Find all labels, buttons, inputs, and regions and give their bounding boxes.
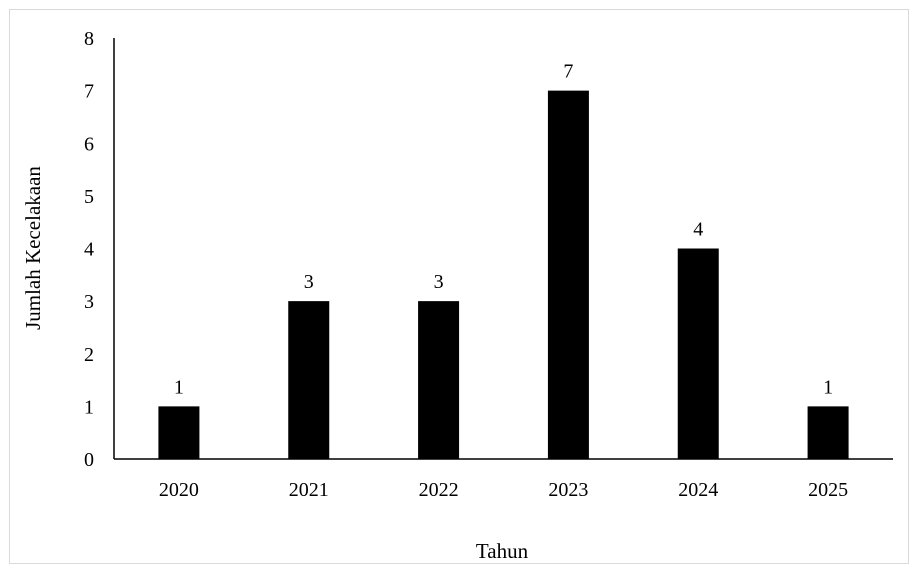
bar-value-label: 1 bbox=[174, 376, 184, 398]
x-tick-label: 2024 bbox=[678, 479, 718, 501]
bar bbox=[677, 248, 719, 459]
data-labels: 1 3 3 7 4 1 bbox=[174, 61, 833, 399]
x-tick-label: 2025 bbox=[808, 479, 848, 501]
x-axis-title: Tahun bbox=[476, 539, 529, 563]
bars bbox=[158, 90, 849, 459]
y-tick-label: 7 bbox=[84, 81, 94, 103]
bar-value-label: 3 bbox=[304, 271, 314, 293]
bar bbox=[158, 406, 200, 459]
y-tick-label: 8 bbox=[84, 28, 94, 50]
chart-area bbox=[9, 9, 909, 564]
x-tick-label: 2021 bbox=[289, 479, 329, 501]
y-tick-label: 0 bbox=[84, 449, 94, 471]
y-tick-label: 1 bbox=[84, 396, 94, 418]
bar-value-label: 1 bbox=[823, 376, 833, 398]
bar-value-label: 7 bbox=[563, 61, 573, 83]
x-axis-ticks: 2020 2021 2022 2023 2024 2025 bbox=[159, 479, 848, 501]
bar bbox=[547, 90, 589, 459]
bar bbox=[807, 406, 849, 459]
y-tick-label: 4 bbox=[84, 239, 94, 261]
bar bbox=[288, 301, 330, 459]
bar-value-label: 3 bbox=[434, 271, 444, 293]
y-axis-title: Jumlah Kecelakaan bbox=[21, 166, 45, 330]
y-tick-label: 2 bbox=[84, 344, 94, 366]
bar bbox=[418, 301, 460, 459]
x-tick-label: 2020 bbox=[159, 479, 199, 501]
x-tick-label: 2023 bbox=[548, 479, 588, 501]
y-tick-label: 5 bbox=[84, 186, 94, 208]
bar-value-label: 4 bbox=[693, 219, 703, 241]
x-tick-label: 2022 bbox=[419, 479, 459, 501]
y-axis-ticks: 0 1 2 3 4 5 6 7 8 bbox=[84, 28, 94, 471]
y-tick-label: 3 bbox=[84, 291, 94, 313]
y-tick-label: 6 bbox=[84, 133, 94, 155]
